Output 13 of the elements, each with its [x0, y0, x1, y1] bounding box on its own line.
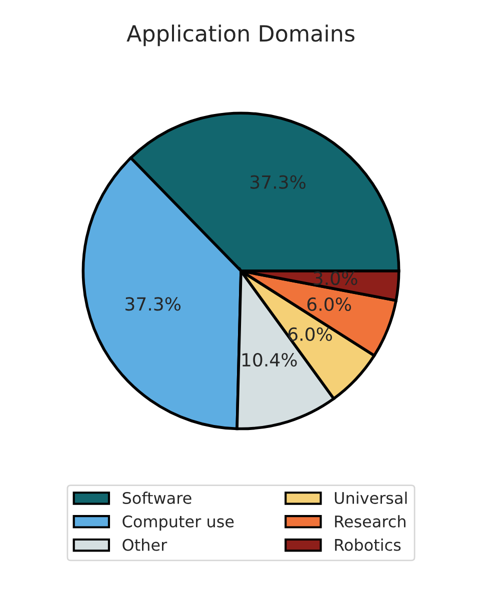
chart-title: Application Domains	[126, 24, 354, 46]
legend-label: Software	[122, 492, 192, 504]
data-label: 37.3%	[250, 175, 306, 189]
legend-label: Research	[335, 515, 406, 528]
legend-label: Computer use	[122, 515, 234, 531]
data-label: 10.4%	[242, 352, 297, 367]
data-label: 6.0%	[288, 327, 332, 342]
legend-label: Robotics	[335, 538, 401, 551]
legend-label: Other	[122, 538, 168, 551]
data-label: 37.3%	[126, 297, 181, 311]
data-label: 3.0%	[314, 271, 358, 286]
data-label: 6.0%	[307, 297, 351, 312]
legend-label: Universal	[334, 492, 407, 504]
